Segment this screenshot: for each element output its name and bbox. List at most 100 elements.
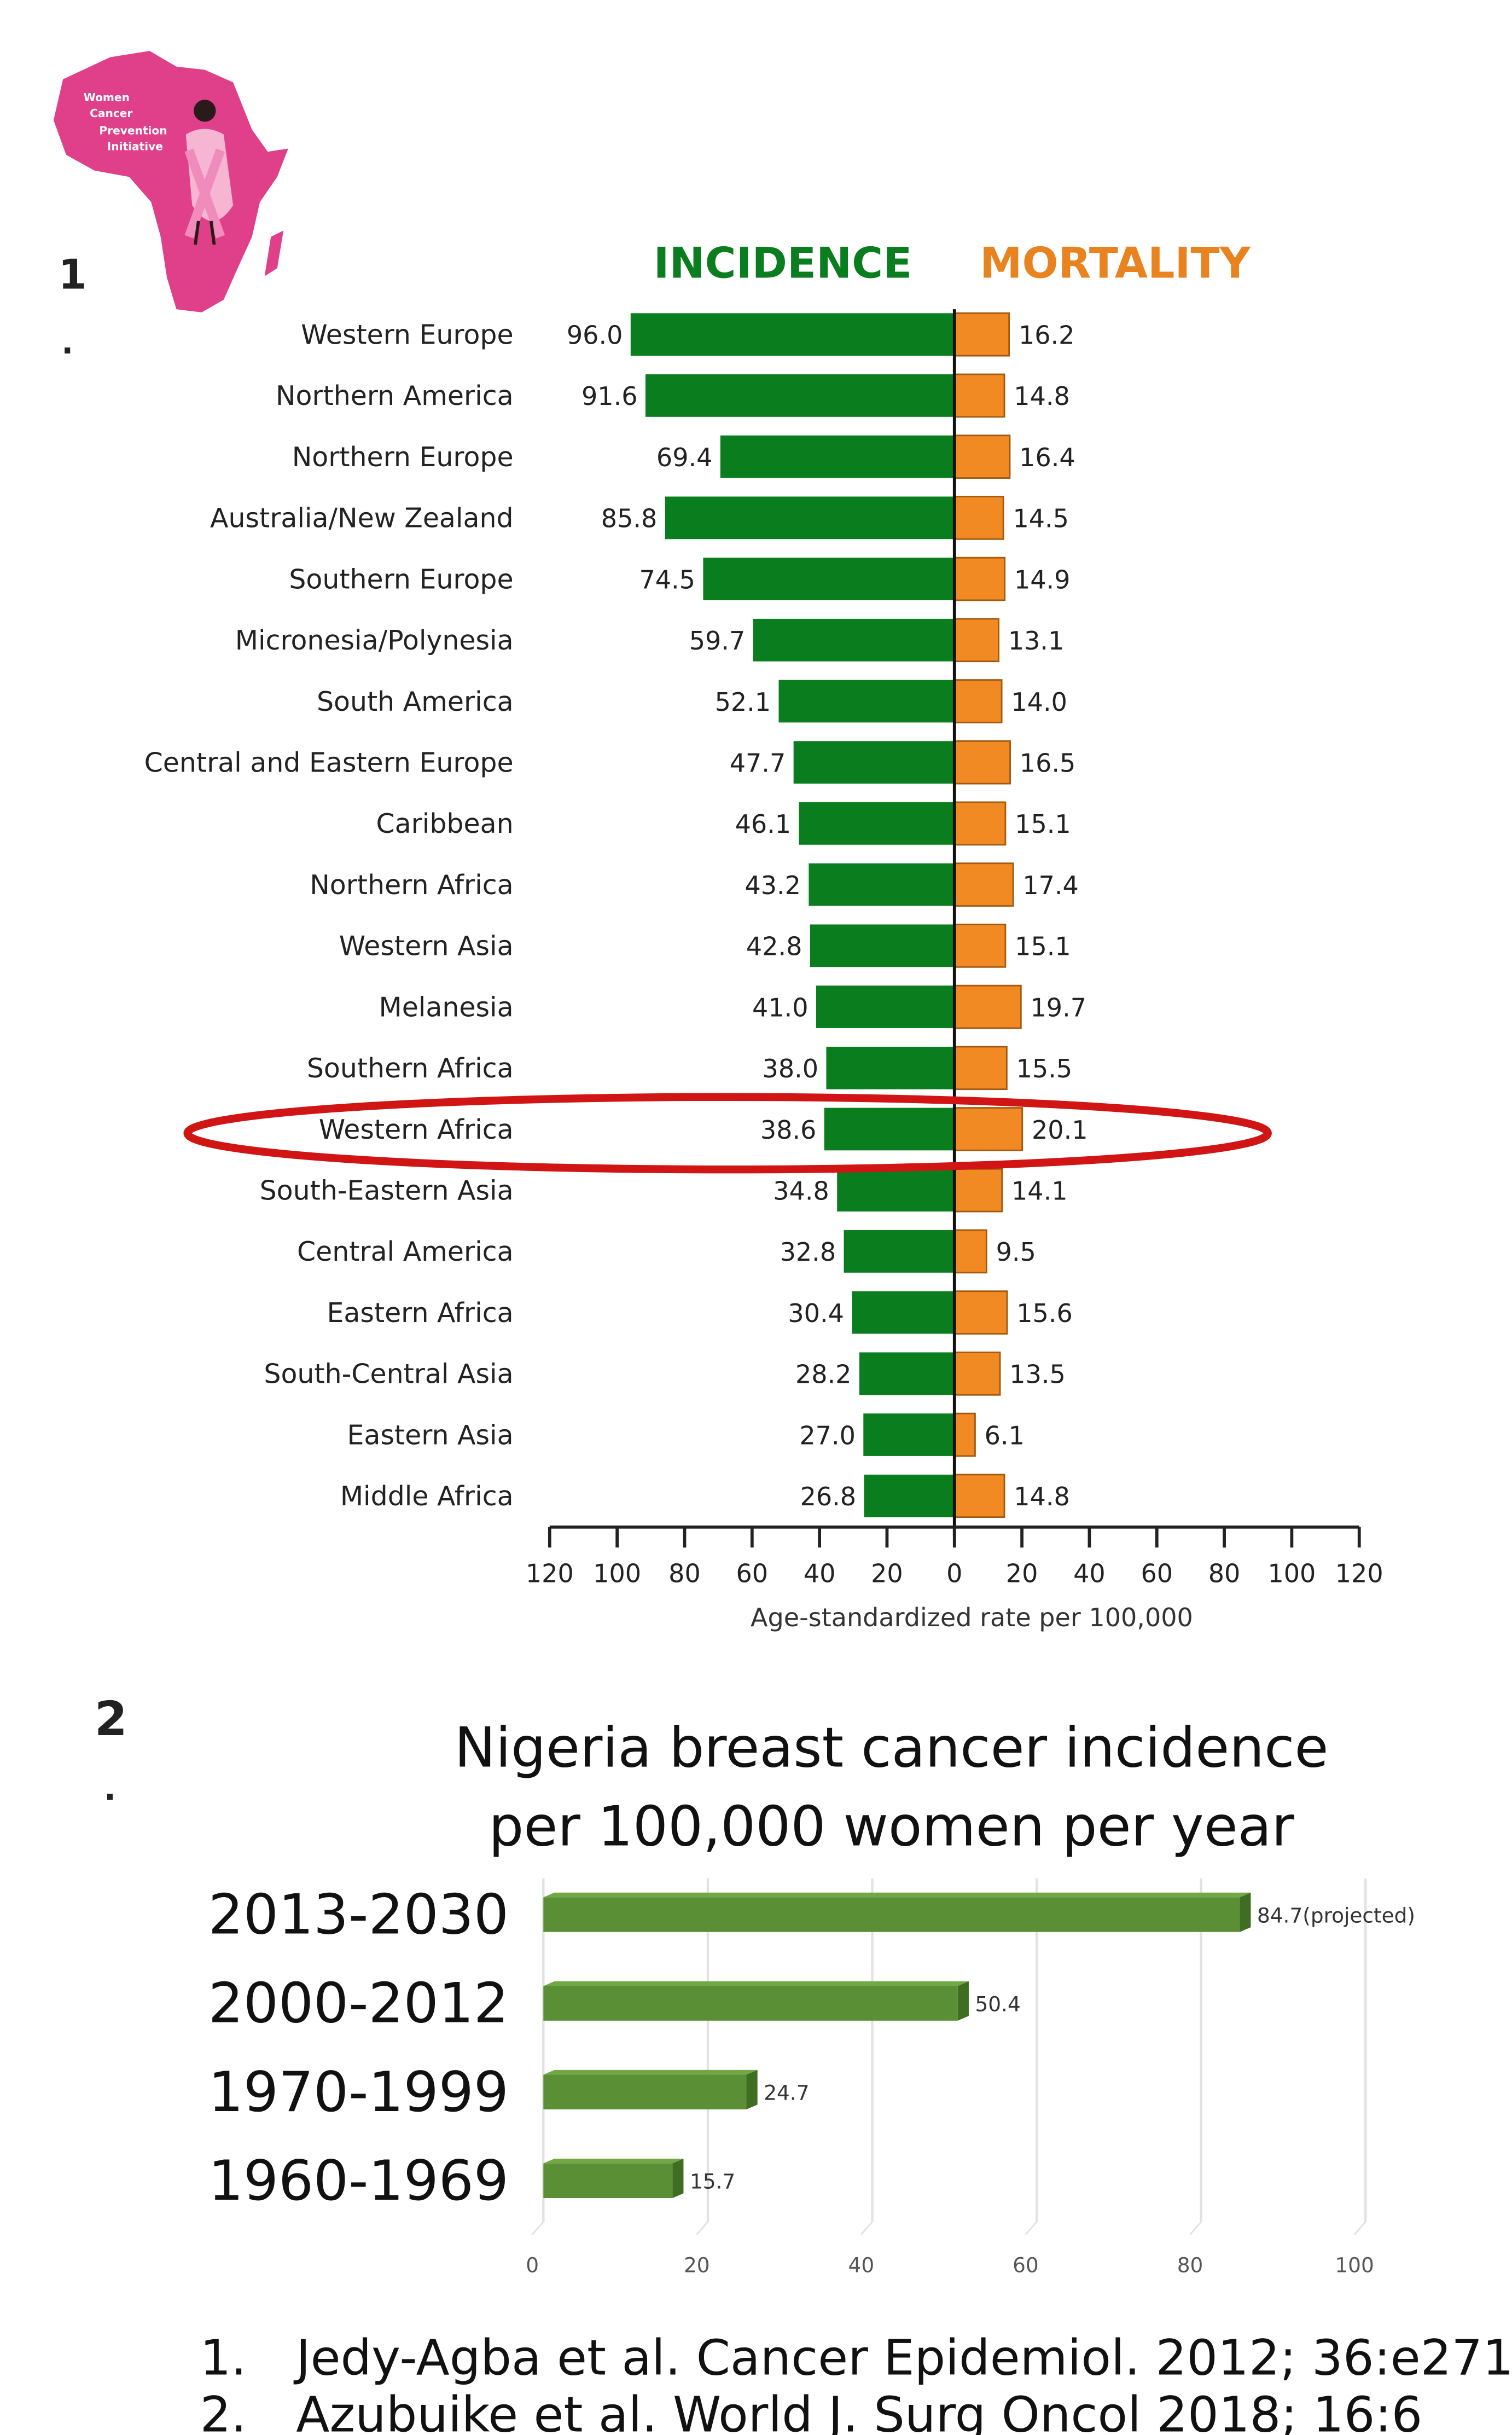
region-label: Eastern Africa xyxy=(327,1297,513,1329)
mortality-value-label: 6.1 xyxy=(985,1421,1025,1450)
x-tick-label: 40 xyxy=(1073,1559,1106,1588)
chart-row: Caribbean 46.1 15.1 xyxy=(376,801,1071,846)
mortality-bar xyxy=(953,1352,1001,1396)
x-tick-label: 0 xyxy=(526,2253,539,2277)
incidence-bar-side xyxy=(1240,1892,1251,1932)
x-tick-label: 80 xyxy=(1177,2253,1203,2277)
section-marker-2-dot: . xyxy=(104,1771,116,1807)
mortality-bar xyxy=(953,1107,1023,1151)
mortality-bar xyxy=(953,1168,1003,1213)
x-tick-label: 60 xyxy=(1013,2253,1039,2277)
region-label: Eastern Asia xyxy=(347,1419,514,1451)
mortality-value-label: 20.1 xyxy=(1032,1115,1088,1145)
incidence-value-label: 41.0 xyxy=(752,993,809,1022)
africa-map-icon xyxy=(53,50,288,312)
incidence-value-label: 38.6 xyxy=(760,1115,817,1145)
incidence-bar-top xyxy=(543,1892,1251,1898)
incidence-value-label: 32.8 xyxy=(780,1237,836,1267)
mortality-bar xyxy=(953,862,1014,907)
mortality-bar xyxy=(953,1412,976,1457)
incidence-value-label: 85.8 xyxy=(601,504,658,534)
chart-row: Eastern Africa 30.4 15.6 xyxy=(327,1290,1073,1335)
incidence-bar xyxy=(852,1291,955,1334)
mortality-value-label: 15.1 xyxy=(1015,932,1071,961)
incidence-bar xyxy=(630,313,955,356)
chart-row: Western Africa 38.6 20.1 xyxy=(319,1107,1088,1151)
mortality-bar xyxy=(953,373,1005,418)
incidence-value-label: 28.2 xyxy=(795,1360,852,1389)
region-label: Melanesia xyxy=(379,992,513,1023)
chart-row: Australia/New Zealand 85.8 14.5 xyxy=(210,496,1069,540)
incidence-value-label: 47.7 xyxy=(730,748,786,778)
incidence-bar xyxy=(543,2074,747,2109)
incidence-bar-side xyxy=(672,2159,684,2198)
x-tick-label: 120 xyxy=(1335,1559,1383,1588)
incidence-value-label: 91.6 xyxy=(581,381,638,411)
mortality-value-label: 19.7 xyxy=(1031,993,1087,1022)
mortality-bar xyxy=(953,984,1022,1029)
mortality-bar xyxy=(953,801,1007,846)
region-label: Southern Africa xyxy=(307,1053,514,1084)
mortality-value-label: 14.8 xyxy=(1014,381,1070,411)
chart-row: Southern Europe 74.5 14.9 xyxy=(289,556,1070,601)
mortality-header: MORTALITY xyxy=(980,239,1251,288)
mortality-bar xyxy=(953,1474,1005,1518)
mortality-value-label: 16.4 xyxy=(1019,443,1075,472)
period-label: 2000-2012 xyxy=(208,1971,509,2036)
logo: Women Cancer Prevention Initiative xyxy=(53,50,288,312)
logo-text-line: Women xyxy=(84,91,130,104)
section-marker-2: 2 xyxy=(95,1692,127,1747)
chart-row: 2000-2012 50.4 xyxy=(208,1971,1021,2036)
x-tick-label: 60 xyxy=(1141,1559,1173,1588)
value-label: 15.7 xyxy=(690,2170,735,2194)
period-label: 1970-1999 xyxy=(208,2060,509,2124)
mortality-value-label: 14.8 xyxy=(1014,1482,1070,1511)
chart-row: South-Eastern Asia 34.8 14.1 xyxy=(260,1168,1068,1213)
incidence-bar xyxy=(826,1046,955,1089)
mortality-bar xyxy=(953,1229,987,1274)
madagascar-icon xyxy=(264,230,284,276)
mortality-bar xyxy=(953,618,999,663)
incidence-bar xyxy=(859,1352,955,1395)
gridline-floor xyxy=(860,2221,873,2235)
incidence-bar xyxy=(645,374,955,417)
incidence-bar xyxy=(816,985,955,1028)
mortality-bar xyxy=(953,556,1006,601)
incidence-value-label: 74.5 xyxy=(639,565,695,594)
chart-row: Eastern Asia 27.0 6.1 xyxy=(347,1412,1025,1457)
section-marker-1-dot: . xyxy=(61,324,73,361)
mortality-bar xyxy=(953,434,1011,479)
incidence-bar xyxy=(778,680,955,723)
incidence-bar xyxy=(844,1230,955,1273)
incidence-value-label: 69.4 xyxy=(656,443,713,472)
x-axis-title: Age-standardized rate per 100,000 xyxy=(751,1603,1193,1632)
reference-text: Azubuike et al. World J. Surg Oncol 2018… xyxy=(296,2386,1422,2435)
mortality-value-label: 9.5 xyxy=(996,1237,1036,1267)
logo-text-line: Cancer xyxy=(90,107,132,120)
chart-row: South America 52.1 14.0 xyxy=(317,679,1067,723)
logo-text-line: Initiative xyxy=(107,140,163,153)
x-tick-label: 20 xyxy=(684,2253,710,2277)
mortality-value-label: 15.6 xyxy=(1016,1298,1073,1328)
mortality-bar xyxy=(953,924,1007,968)
chart-row: Central America 32.8 9.5 xyxy=(297,1229,1036,1274)
region-label: Northern Africa xyxy=(310,869,513,901)
chart-row: Northern Africa 43.2 17.4 xyxy=(310,862,1079,907)
incidence-bar xyxy=(793,741,955,784)
chart-title-line-2: per 100,000 women per year xyxy=(489,1794,1294,1858)
mortality-value-label: 17.4 xyxy=(1022,871,1079,900)
mortality-value-label: 13.5 xyxy=(1009,1360,1066,1389)
mortality-bar xyxy=(953,1290,1008,1335)
chart-row: Melanesia 41.0 19.7 xyxy=(379,984,1087,1029)
mortality-value-label: 15.1 xyxy=(1015,809,1071,839)
mortality-value-label: 14.5 xyxy=(1013,504,1069,534)
region-label: Central and Eastern Europe xyxy=(144,747,514,778)
chart-row: Western Asia 42.8 15.1 xyxy=(339,924,1071,968)
incidence-header: INCIDENCE xyxy=(654,239,912,288)
mortality-bar xyxy=(953,679,1003,723)
x-tick-label: 80 xyxy=(1208,1559,1241,1588)
region-label: Central America xyxy=(297,1236,514,1267)
mortality-bar xyxy=(953,740,1011,785)
chart-row: Western Europe 96.0 16.2 xyxy=(301,312,1074,357)
mortality-bar xyxy=(953,496,1004,540)
